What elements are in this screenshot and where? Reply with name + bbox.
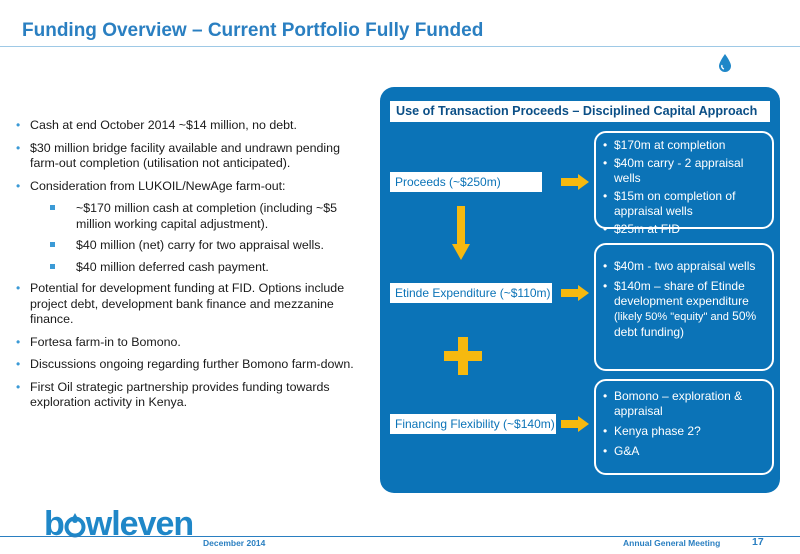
- bullet-item: Discussions ongoing regarding further Bo…: [16, 357, 356, 373]
- destination-box-etinde: $40m - two appraisal wells $140m – share…: [594, 243, 774, 371]
- plus-icon: [444, 337, 482, 375]
- sub-bullet-item: $40 million (net) carry for two appraisa…: [16, 238, 356, 254]
- bullet-item: Potential for development funding at FID…: [16, 281, 356, 328]
- destination-item: $140m – share of Etinde development expe…: [602, 279, 766, 340]
- destination-item: $25m at FID: [602, 222, 766, 237]
- footer-meeting: Annual General Meeting: [623, 538, 721, 548]
- proceeds-panel: Use of Transaction Proceeds – Discipline…: [380, 87, 780, 493]
- destination-box-proceeds: $170m at completion $40m carry - 2 appra…: [594, 131, 774, 237]
- source-financing: Financing Flexibility (~$140m): [390, 414, 556, 434]
- page-title: Funding Overview – Current Portfolio Ful…: [22, 20, 484, 41]
- destination-item: $40m carry - 2 appraisal wells: [602, 156, 766, 186]
- destination-item: Bomono – exploration & appraisal: [602, 389, 766, 419]
- water-drop-icon: [719, 54, 731, 72]
- footer-divider: [0, 536, 800, 537]
- bullet-item: Cash at end October 2014 ~$14 million, n…: [16, 118, 356, 134]
- panel-title: Use of Transaction Proceeds – Discipline…: [390, 101, 770, 122]
- bullet-item: Fortesa farm-in to Bomono.: [16, 335, 356, 351]
- source-etinde: Etinde Expenditure (~$110m): [390, 283, 552, 303]
- destination-item-tail: 50% debt funding): [614, 309, 757, 339]
- sub-bullet-item: ~$170 million cash at completion (includ…: [16, 201, 356, 232]
- bowleven-logo: b wleven: [44, 505, 194, 543]
- logo-text-start: b: [44, 505, 65, 543]
- logo-text-end: wleven: [85, 505, 194, 543]
- destination-item: $40m - two appraisal wells: [602, 259, 766, 274]
- destination-item: $15m on completion of appraisal wells: [602, 189, 766, 219]
- destination-item-note: (likely 50% "equity" and: [614, 311, 729, 323]
- right-arrow-icon: [561, 174, 589, 190]
- bullet-item: First Oil strategic partnership provides…: [16, 380, 356, 411]
- footer-date: December 2014: [203, 538, 266, 548]
- right-arrow-icon: [561, 285, 589, 301]
- sub-bullet-item: $40 million deferred cash payment.: [16, 260, 356, 276]
- down-arrow-icon: [452, 206, 470, 260]
- right-arrow-icon: [561, 416, 589, 432]
- left-bullet-list: Cash at end October 2014 ~$14 million, n…: [16, 118, 356, 418]
- destination-box-financing: Bomono – exploration & appraisal Kenya p…: [594, 379, 774, 475]
- title-divider: [0, 46, 800, 47]
- logo-drop-icon: [64, 513, 86, 538]
- page-number: 17: [752, 536, 764, 548]
- source-proceeds: Proceeds (~$250m): [390, 172, 542, 192]
- destination-item: $170m at completion: [602, 138, 766, 153]
- destination-item: G&A: [602, 444, 766, 459]
- bullet-item: $30 million bridge facility available an…: [16, 141, 356, 172]
- destination-item-text: $140m – share of Etinde development expe…: [614, 279, 749, 308]
- destination-item: Kenya phase 2?: [602, 424, 766, 439]
- bullet-item: Consideration from LUKOIL/NewAge farm-ou…: [16, 179, 356, 195]
